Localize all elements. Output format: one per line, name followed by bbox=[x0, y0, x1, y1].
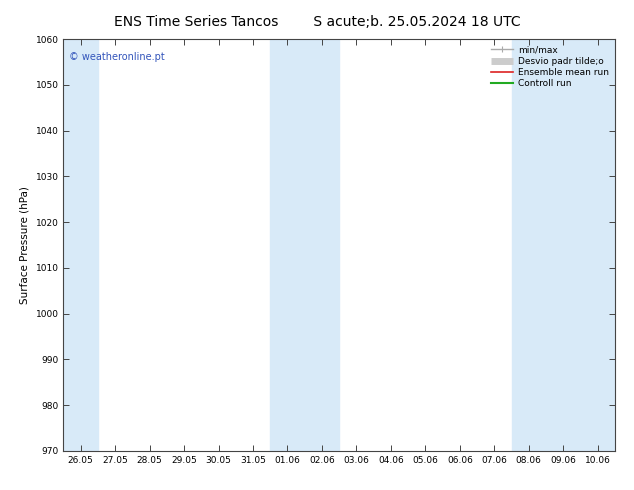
Text: ENS Time Series Tancos        S acute;b. 25.05.2024 18 UTC: ENS Time Series Tancos S acute;b. 25.05.… bbox=[113, 15, 521, 29]
Bar bbox=[63, 39, 98, 451]
Y-axis label: Surface Pressure (hPa): Surface Pressure (hPa) bbox=[20, 186, 30, 304]
Bar bbox=[581, 39, 615, 451]
Bar bbox=[512, 39, 546, 451]
Bar bbox=[305, 39, 339, 451]
Bar bbox=[546, 39, 581, 451]
Legend: min/max, Desvio padr tilde;o, Ensemble mean run, Controll run: min/max, Desvio padr tilde;o, Ensemble m… bbox=[487, 42, 612, 92]
Text: © weatheronline.pt: © weatheronline.pt bbox=[69, 51, 165, 62]
Bar bbox=[270, 39, 305, 451]
